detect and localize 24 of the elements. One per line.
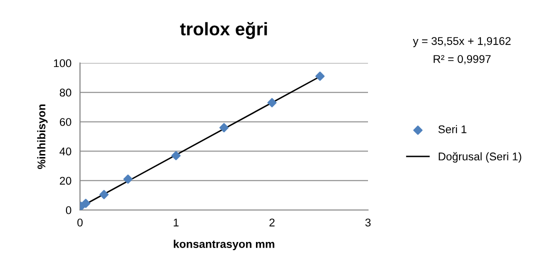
- point: [219, 123, 229, 132]
- text: R² = 0,9997: [434, 55, 491, 64]
- text: y = 35,55x + 1,9162: [412, 37, 511, 48]
- point: [99, 190, 109, 200]
- y-tick-label: 20: [60, 176, 72, 185]
- y-tick-label: 40: [60, 147, 72, 156]
- point: [267, 98, 277, 108]
- y-tick-label: 0: [66, 206, 72, 214]
- x-tick-label: 2: [269, 218, 275, 226]
- y-axis-title: %inhibisyon: [37, 104, 48, 169]
- legend-label: Doğrusal (Seri 1): [438, 152, 522, 163]
- point: [81, 198, 90, 208]
- chart-title: trolox eğri: [180, 22, 267, 40]
- y-tick-label: 80: [60, 88, 72, 97]
- x-tick-label: 3: [365, 218, 371, 226]
- x-tick-label: 1: [174, 218, 179, 226]
- legend-label: Seri 1: [438, 125, 466, 134]
- point: [123, 174, 133, 184]
- x-tick-label: 0: [77, 218, 83, 226]
- y-tick-label: 100: [54, 59, 72, 68]
- x-axis-title: konsantrasyon mm: [174, 240, 274, 250]
- point: [171, 150, 181, 160]
- y-tick-label: 60: [60, 118, 72, 126]
- point: [315, 72, 325, 81]
